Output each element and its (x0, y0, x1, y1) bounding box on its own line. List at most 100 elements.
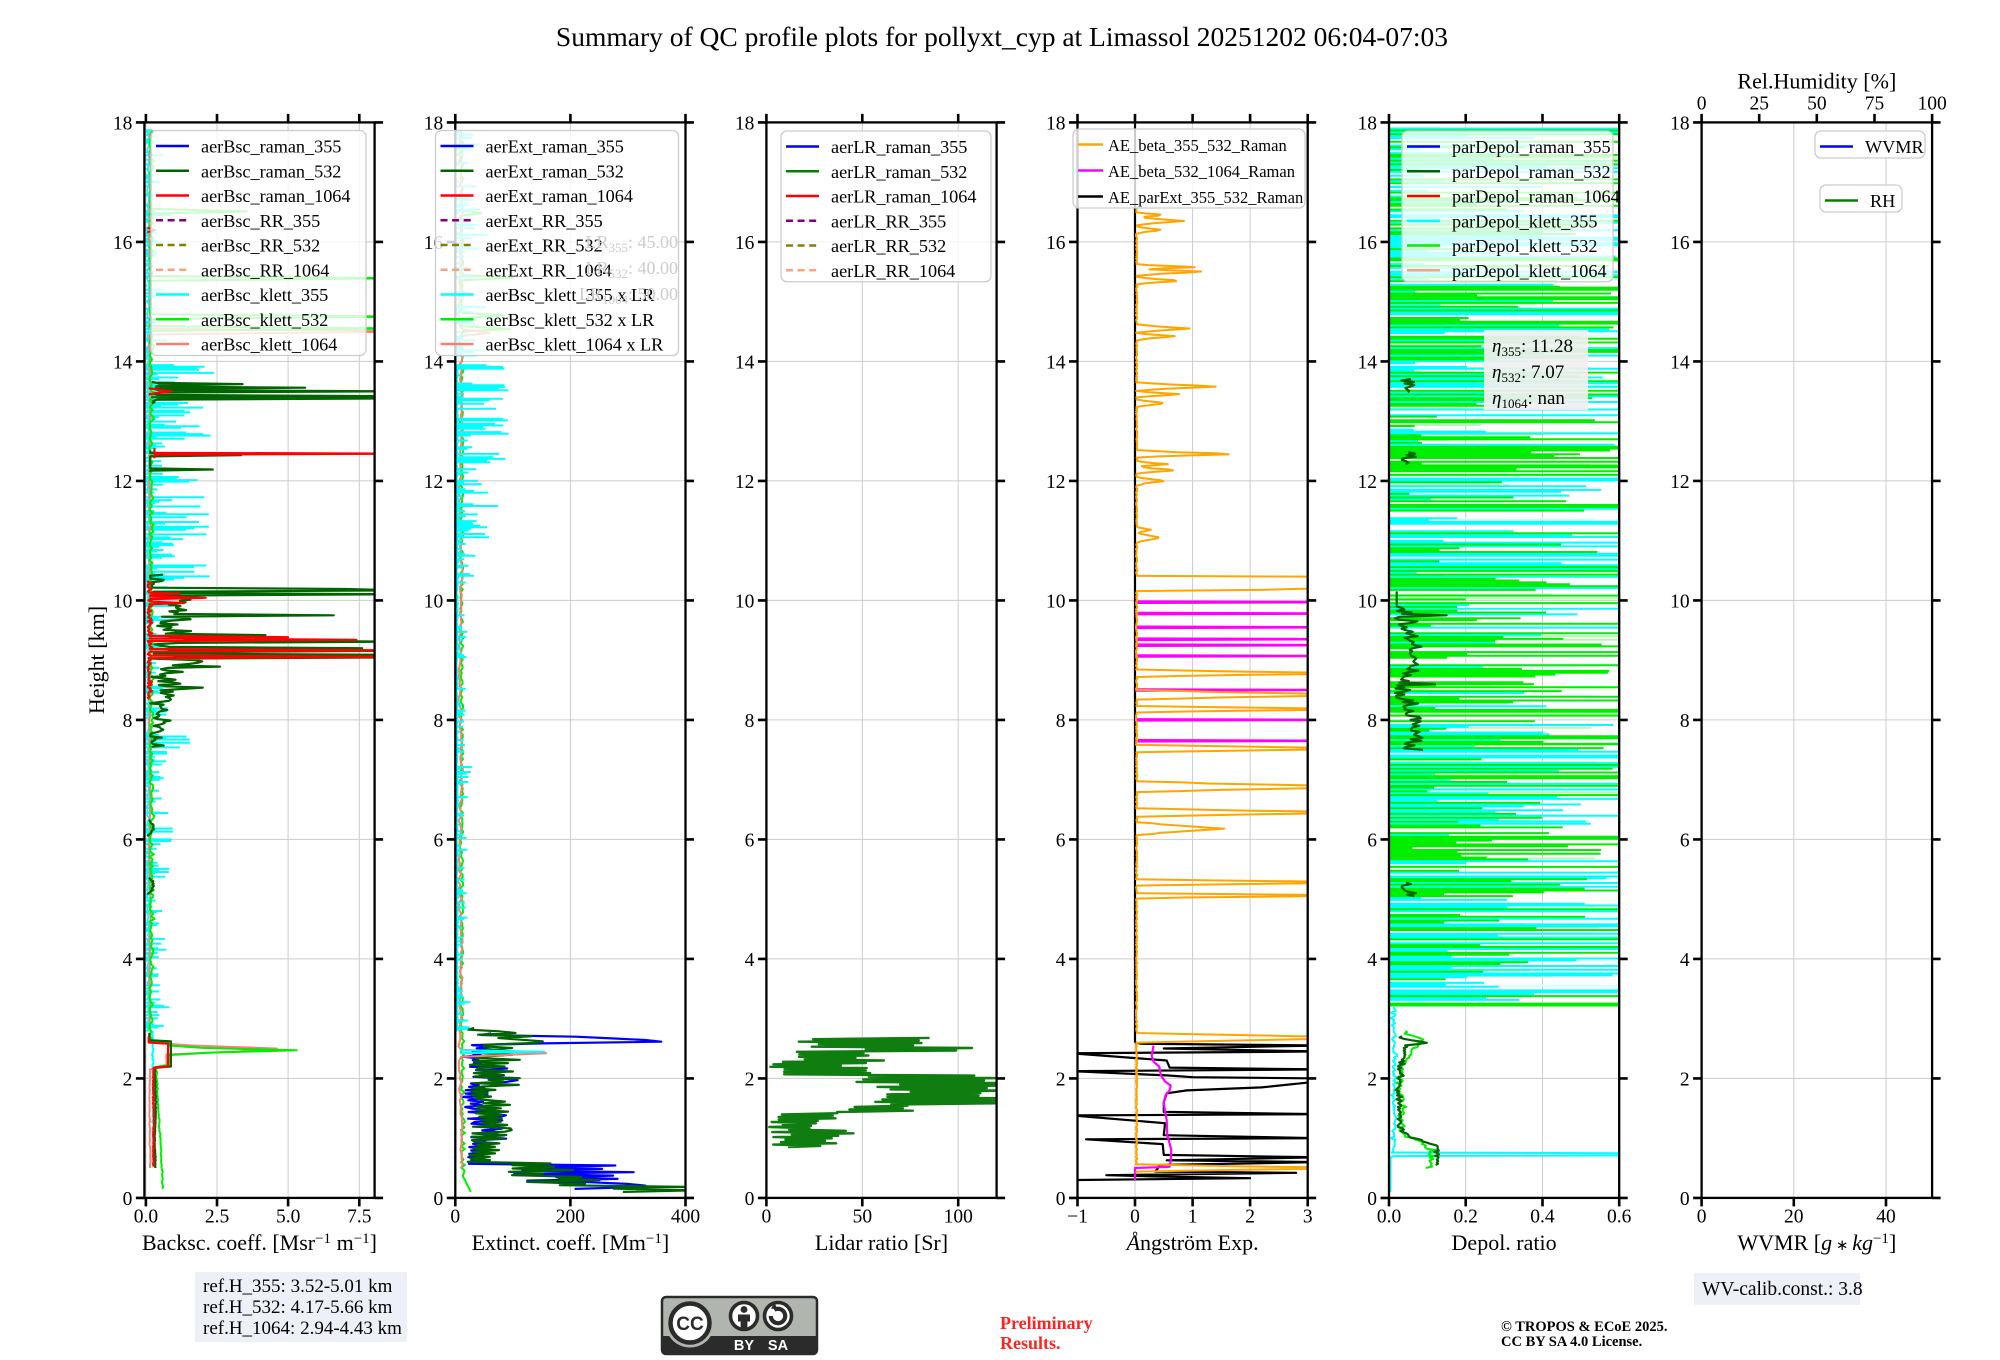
svg-text:0: 0 (1130, 1206, 1140, 1227)
svg-text:Rel.Humidity [%]: Rel.Humidity [%] (1737, 68, 1896, 93)
svg-text:SA: SA (768, 1338, 789, 1354)
svg-text:ref.H_532: 4.17-5.66 km: ref.H_532: 4.17-5.66 km (203, 1297, 393, 1318)
svg-text:14: 14 (1670, 352, 1690, 373)
svg-text:7.5: 7.5 (347, 1206, 371, 1227)
svg-text:aerLR_RR_532: aerLR_RR_532 (831, 236, 946, 256)
svg-text:aerBsc_RR_355: aerBsc_RR_355 (201, 211, 320, 231)
svg-text:aerLR_raman_355: aerLR_raman_355 (831, 137, 967, 157)
svg-text:Lidar ratio [Sr]: Lidar ratio [Sr] (815, 1230, 948, 1255)
svg-text:η355: 11.28: η355: 11.28 (1492, 336, 1573, 359)
svg-text:6: 6 (745, 830, 755, 851)
svg-text:aerExt_RR_1064: aerExt_RR_1064 (486, 260, 612, 280)
svg-text:BY: BY (734, 1338, 754, 1354)
svg-text:0.4: 0.4 (1530, 1206, 1555, 1227)
svg-text:2: 2 (1056, 1069, 1066, 1090)
svg-text:WV-calib.const.: 3.8: WV-calib.const.: 3.8 (1702, 1279, 1863, 1300)
svg-text:18: 18 (1046, 113, 1066, 134)
svg-text:parDepol_raman_355: parDepol_raman_355 (1452, 137, 1611, 157)
svg-text:6: 6 (123, 830, 133, 851)
svg-text:10: 10 (113, 591, 133, 612)
svg-text:8: 8 (745, 711, 755, 732)
svg-text:16: 16 (1046, 233, 1066, 254)
svg-text:0: 0 (1056, 1189, 1066, 1210)
svg-text:aerLR_RR_355: aerLR_RR_355 (831, 211, 946, 231)
svg-text:10: 10 (1358, 591, 1378, 612)
svg-text:25: 25 (1749, 93, 1769, 114)
svg-text:ref.H_355: 3.52-5.01 km: ref.H_355: 3.52-5.01 km (203, 1276, 393, 1297)
svg-text:WVMR: WVMR (1865, 137, 1924, 157)
svg-text:0: 0 (1697, 93, 1707, 114)
svg-text:Preliminary: Preliminary (1000, 1313, 1093, 1333)
svg-text:0: 0 (745, 1189, 755, 1210)
svg-text:AE_beta_532_1064_Raman: AE_beta_532_1064_Raman (1108, 162, 1295, 181)
svg-text:18: 18 (113, 113, 133, 134)
svg-text:aerBsc_klett_1064 x LR: aerBsc_klett_1064 x LR (486, 335, 665, 355)
svg-text:18: 18 (1358, 113, 1378, 134)
svg-text:100: 100 (1917, 93, 1946, 114)
svg-text:LR1064: 50.00: LR1064: 50.00 (579, 284, 678, 307)
svg-text:0: 0 (450, 1206, 460, 1227)
svg-text:14: 14 (1358, 352, 1378, 373)
svg-text:8: 8 (1056, 711, 1066, 732)
svg-text:12: 12 (735, 472, 755, 493)
svg-text:4: 4 (1056, 950, 1066, 971)
svg-text:aerExt_RR_355: aerExt_RR_355 (486, 211, 603, 231)
svg-text:14: 14 (424, 352, 444, 373)
svg-text:50: 50 (853, 1206, 873, 1227)
svg-text:aerBsc_RR_1064: aerBsc_RR_1064 (201, 260, 329, 280)
svg-text:RH: RH (1870, 191, 1895, 211)
svg-text:4: 4 (745, 950, 755, 971)
svg-text:η1064: nan: η1064: nan (1492, 388, 1565, 411)
svg-text:0: 0 (434, 1189, 444, 1210)
svg-text:12: 12 (1046, 472, 1066, 493)
svg-text:CC: CC (676, 1314, 704, 1335)
svg-text:8: 8 (1680, 711, 1690, 732)
svg-text:aerBsc_RR_532: aerBsc_RR_532 (201, 236, 320, 256)
svg-text:parDepol_klett_355: parDepol_klett_355 (1452, 211, 1597, 231)
svg-text:0: 0 (1367, 1189, 1377, 1210)
svg-text:200: 200 (556, 1206, 585, 1227)
svg-text:2.5: 2.5 (205, 1206, 229, 1227)
svg-text:10: 10 (424, 591, 444, 612)
svg-text:4: 4 (123, 950, 133, 971)
svg-text:2: 2 (434, 1069, 444, 1090)
svg-text:2: 2 (745, 1069, 755, 1090)
svg-text:parDepol_raman_1064: parDepol_raman_1064 (1452, 187, 1620, 207)
svg-text:Summary of QC profile plots fo: Summary of QC profile plots for pollyxt_… (556, 21, 1448, 52)
svg-text:8: 8 (1367, 711, 1377, 732)
svg-text:8: 8 (123, 711, 133, 732)
svg-text:0: 0 (1680, 1189, 1690, 1210)
svg-text:aerExt_raman_355: aerExt_raman_355 (486, 137, 624, 157)
svg-text:AE_parExt_355_532_Raman: AE_parExt_355_532_Raman (1108, 188, 1303, 207)
svg-text:aerLR_raman_1064: aerLR_raman_1064 (831, 187, 976, 207)
svg-text:aerExt_raman_532: aerExt_raman_532 (486, 161, 624, 181)
svg-text:2: 2 (1680, 1069, 1690, 1090)
svg-text:12: 12 (1358, 472, 1378, 493)
svg-text:aerLR_RR_1064: aerLR_RR_1064 (831, 261, 955, 281)
svg-text:16: 16 (1358, 233, 1378, 254)
svg-text:2: 2 (1367, 1069, 1377, 1090)
svg-text:4: 4 (434, 950, 444, 971)
svg-text:14: 14 (735, 352, 755, 373)
svg-text:© TROPOS & ECoE 2025.: © TROPOS & ECoE 2025. (1501, 1319, 1667, 1335)
svg-text:12: 12 (424, 472, 444, 493)
svg-text:Extinct. coeff. [Mm−1]: Extinct. coeff. [Mm−1] (472, 1230, 670, 1255)
svg-text:Height [km]: Height [km] (84, 606, 109, 714)
svg-text:12: 12 (113, 472, 133, 493)
svg-text:6: 6 (1056, 830, 1066, 851)
svg-text:parDepol_raman_532: parDepol_raman_532 (1452, 162, 1611, 182)
svg-text:Results.: Results. (1000, 1333, 1061, 1353)
svg-text:14: 14 (1046, 352, 1066, 373)
svg-text:0.6: 0.6 (1607, 1206, 1632, 1227)
svg-text:LR532: 40.00: LR532: 40.00 (585, 258, 678, 281)
svg-text:−1: −1 (1067, 1206, 1088, 1227)
svg-text:aerBsc_raman_532: aerBsc_raman_532 (201, 161, 341, 181)
svg-text:16: 16 (1670, 233, 1690, 254)
svg-text:100: 100 (944, 1206, 973, 1227)
svg-text:4: 4 (1680, 950, 1690, 971)
svg-text:Backsc. coeff. [Msr−1 m−1]: Backsc. coeff. [Msr−1 m−1] (142, 1230, 377, 1255)
svg-text:400: 400 (671, 1206, 700, 1227)
svg-text:2: 2 (1245, 1206, 1255, 1227)
svg-text:0: 0 (762, 1206, 772, 1227)
svg-text:aerLR_raman_532: aerLR_raman_532 (831, 162, 967, 182)
